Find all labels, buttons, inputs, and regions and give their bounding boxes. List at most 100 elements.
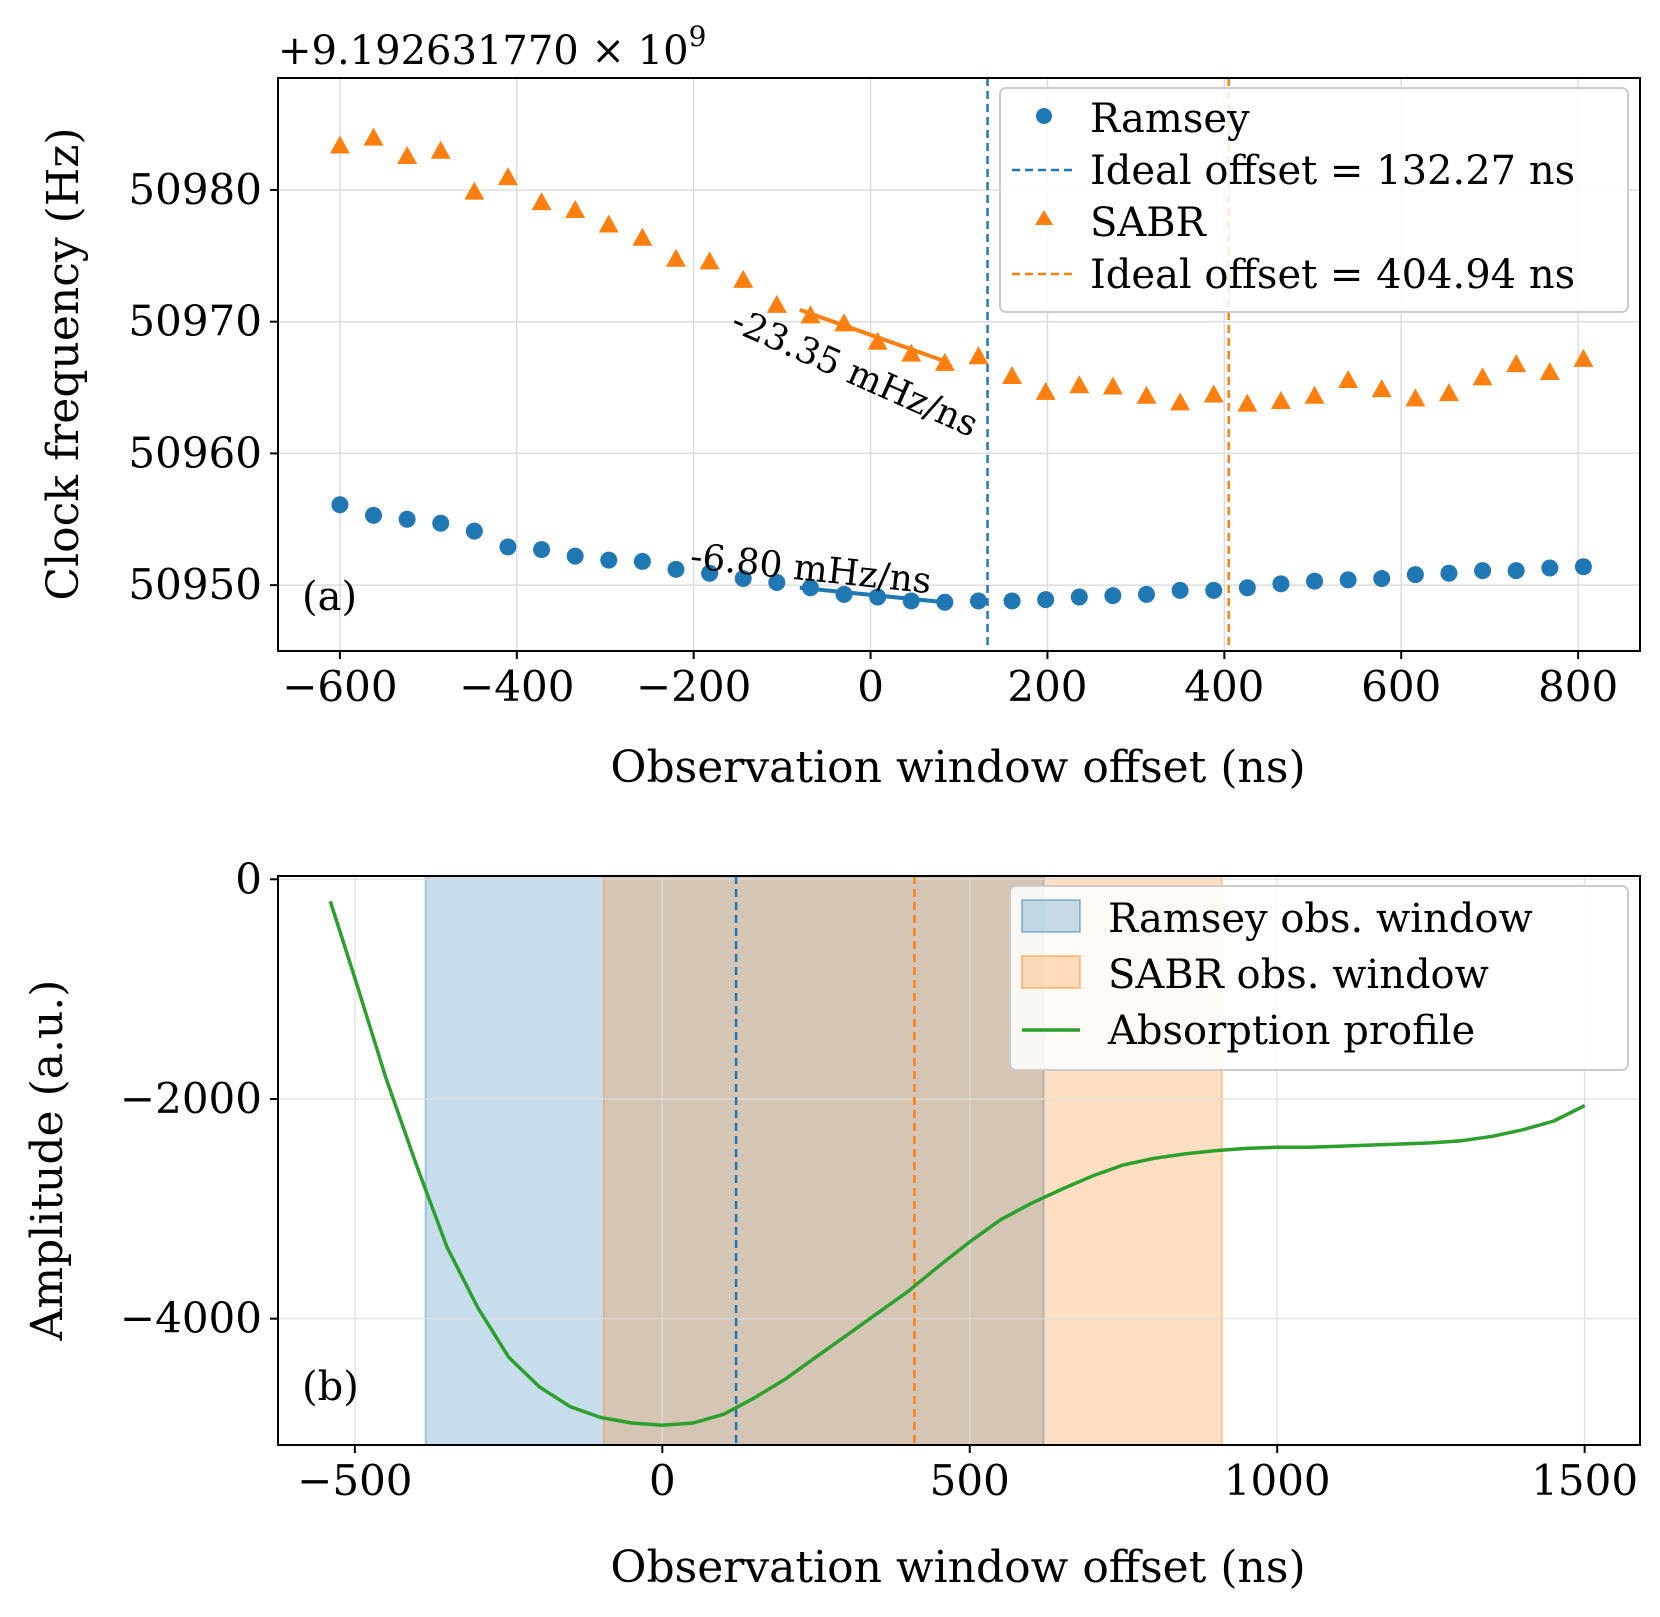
panel-b-observation-window-span <box>424 876 1045 1445</box>
panel-a-xtick-label: −600 <box>282 662 397 711</box>
panel-a-xlabel: Observation window offset (ns) <box>610 742 1305 793</box>
sabr-point <box>1270 391 1291 410</box>
ramsey-point <box>969 592 987 610</box>
panel-b-xtick-label: 1500 <box>1531 1456 1638 1505</box>
sabr-point <box>397 146 418 165</box>
ramsey-point <box>432 514 450 532</box>
ramsey-point <box>1507 562 1525 580</box>
panel-a-ytick-label: 50950 <box>128 560 262 609</box>
legend-absorption-label: Absorption profile <box>1107 1008 1475 1054</box>
ramsey-point <box>633 552 651 570</box>
ramsey-point <box>533 541 551 559</box>
ramsey-point <box>1037 591 1055 609</box>
panel-b-xlabel: Observation window offset (ns) <box>610 1542 1305 1593</box>
panel-a-offset-text: +9.192631770 × 109 <box>278 20 706 74</box>
panel-a-ytick-label: 50970 <box>128 297 262 346</box>
ramsey-point <box>667 560 685 578</box>
panel-a-legend-box <box>999 87 1629 313</box>
ramsey-point <box>398 510 416 528</box>
ramsey-point <box>566 547 584 565</box>
panel-a-legend: Ramsey Ideal offset = 132.27 ns SABR Ide… <box>999 87 1629 313</box>
ramsey-point <box>801 579 819 597</box>
sabr-point <box>1102 376 1123 395</box>
ramsey-point <box>1003 592 1021 610</box>
ramsey-point <box>465 522 483 540</box>
sabr-point <box>1237 393 1258 412</box>
ramsey-point <box>499 538 517 556</box>
panel-a-ytick-label: 50960 <box>128 428 262 477</box>
legend-ramsey-window-label: Ramsey obs. window <box>1108 896 1533 942</box>
ramsey-point <box>835 585 853 603</box>
sabr-point <box>733 269 754 288</box>
panel-b-panel-label: (b) <box>302 1364 359 1410</box>
panel-a-xtick-label: 600 <box>1361 662 1441 711</box>
ramsey-point <box>1440 564 1458 582</box>
sabr-point <box>1203 384 1224 403</box>
panel-a-fit-labels: -6.80 mHz/ns-23.35 mHz/ns <box>688 300 984 602</box>
sabr-point <box>1539 362 1560 381</box>
panel-a-xtick-label: 400 <box>1184 662 1264 711</box>
ramsey-point <box>1171 581 1189 599</box>
panel-a-slope-fit-line <box>799 307 946 364</box>
ramsey-point <box>1070 588 1088 606</box>
sabr-point <box>766 294 787 313</box>
sabr-point <box>329 135 350 154</box>
sabr-point <box>1304 385 1325 404</box>
sabr-point <box>1035 381 1056 400</box>
sabr-point <box>1069 375 1090 394</box>
panel-a-xtick-label: 800 <box>1538 662 1618 711</box>
panel-a-xtick-label: 0 <box>857 662 884 711</box>
ramsey-point <box>1406 566 1424 584</box>
legend-sabr-window-label: SABR obs. window <box>1108 952 1489 998</box>
ramsey-point <box>1205 581 1223 599</box>
sabr-point <box>598 214 619 233</box>
ramsey-point <box>1137 585 1155 603</box>
panel-b-ylabel: Amplitude (a.u.) <box>22 980 73 1342</box>
ramsey-point <box>1238 579 1256 597</box>
panel-a-frame <box>277 77 1641 652</box>
ramsey-point <box>1574 558 1592 576</box>
ramsey-point <box>1474 562 1492 580</box>
panel-b-xtick-label: −500 <box>297 1456 412 1505</box>
ramsey-point <box>734 570 752 588</box>
sabr-point <box>1170 392 1191 411</box>
legend-sabr-label: SABR <box>1090 200 1208 246</box>
ramsey-point <box>768 574 786 592</box>
panel-a-xtick-label: −400 <box>459 662 574 711</box>
sabr-point <box>901 343 922 362</box>
ramsey-point <box>869 588 887 606</box>
sabr-point <box>464 181 485 200</box>
sabr-point <box>1136 385 1157 404</box>
ramsey-point <box>365 506 383 524</box>
panel-b-plot-area <box>328 876 1586 1445</box>
sabr-point <box>632 227 653 246</box>
ramsey-point <box>1104 587 1122 605</box>
panel-b-legend: Ramsey obs. window SABR obs. window Abso… <box>1009 885 1629 1071</box>
legend-sabr-window-swatch <box>1021 955 1081 989</box>
legend-ramsey-ideal-label: Ideal offset = 132.27 ns <box>1090 148 1575 194</box>
sabr-point <box>665 248 686 267</box>
panel-b: −500 0 500 1000 1500 0 −2000 −4000 Observation … <box>22 854 1641 1593</box>
legend-ramsey-marker <box>1036 108 1052 124</box>
legend-sabr-ideal-label: Ideal offset = 404.94 ns <box>1090 252 1575 298</box>
ramsey-point <box>331 496 349 514</box>
legend-ramsey-window-swatch <box>1021 899 1081 933</box>
panel-b-frame <box>277 875 1641 1446</box>
panel-b-xtick-label: 1000 <box>1224 1456 1331 1505</box>
legend-ramsey-label: Ramsey <box>1090 96 1250 142</box>
panel-a-panel-label: (a) <box>302 574 357 620</box>
panel-b-legend-box <box>1009 885 1629 1071</box>
ramsey-point <box>1306 572 1324 590</box>
panel-b-xtick-label: 0 <box>649 1456 676 1505</box>
ramsey-point <box>936 593 954 611</box>
sabr-point <box>565 200 586 219</box>
sabr-point <box>497 167 518 186</box>
panel-a-ticks: −600 −400 −200 0 200 400 600 800 50950 50960 50970… <box>128 165 1618 711</box>
panel-b-xtick-label: 500 <box>930 1456 1010 1505</box>
sabr-point <box>1506 354 1527 373</box>
sabr-point <box>800 305 821 324</box>
sabr-point <box>1405 388 1426 407</box>
sabr-point <box>1472 367 1493 386</box>
ramsey-point <box>701 564 719 582</box>
